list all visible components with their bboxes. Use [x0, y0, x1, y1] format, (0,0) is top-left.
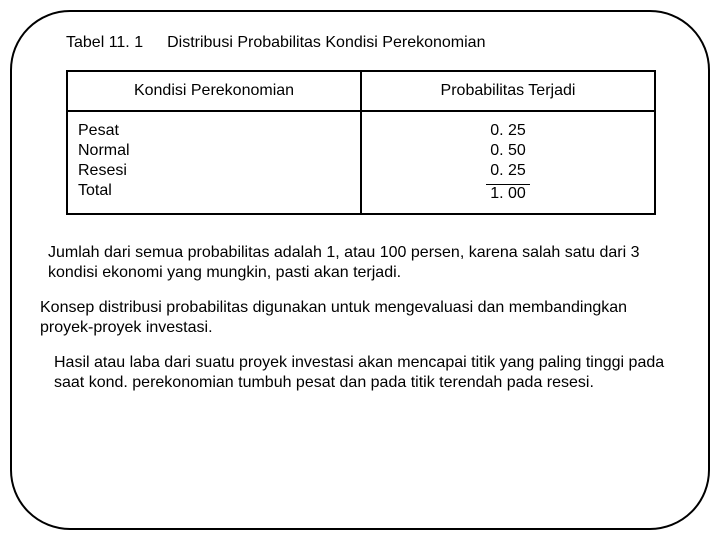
table-number: Tabel 11. 1 [66, 34, 143, 52]
table-row: Resesi 0. 25 [67, 161, 655, 181]
cell-prob-total: 1. 00 [361, 181, 655, 214]
table-row: Pesat 0. 25 [67, 111, 655, 141]
cell-kondisi: Pesat [67, 111, 361, 141]
probability-table: Kondisi Perekonomian Probabilitas Terjad… [66, 70, 656, 215]
table-caption: Distribusi Probabilitas Kondisi Perekono… [167, 34, 485, 52]
cell-kondisi: Normal [67, 141, 361, 161]
table-row: Total 1. 00 [67, 181, 655, 214]
header-probabilitas: Probabilitas Terjadi [361, 71, 655, 111]
header-kondisi: Kondisi Perekonomian [67, 71, 361, 111]
table-title: Tabel 11. 1 Distribusi Probabilitas Kond… [66, 34, 680, 52]
table-row: Normal 0. 50 [67, 141, 655, 161]
paragraph-2: Konsep distribusi probabilitas digunakan… [40, 298, 672, 339]
cell-prob: 0. 50 [361, 141, 655, 161]
paragraph-1: Jumlah dari semua probabilitas adalah 1,… [48, 243, 676, 284]
cell-prob: 0. 25 [361, 111, 655, 141]
cell-kondisi: Total [67, 181, 361, 214]
slide-frame: Tabel 11. 1 Distribusi Probabilitas Kond… [10, 10, 710, 530]
cell-prob: 0. 25 [361, 161, 655, 181]
cell-kondisi: Resesi [67, 161, 361, 181]
paragraph-3: Hasil atau laba dari suatu proyek invest… [54, 353, 670, 394]
total-value: 1. 00 [486, 184, 530, 203]
table-header-row: Kondisi Perekonomian Probabilitas Terjad… [67, 71, 655, 111]
